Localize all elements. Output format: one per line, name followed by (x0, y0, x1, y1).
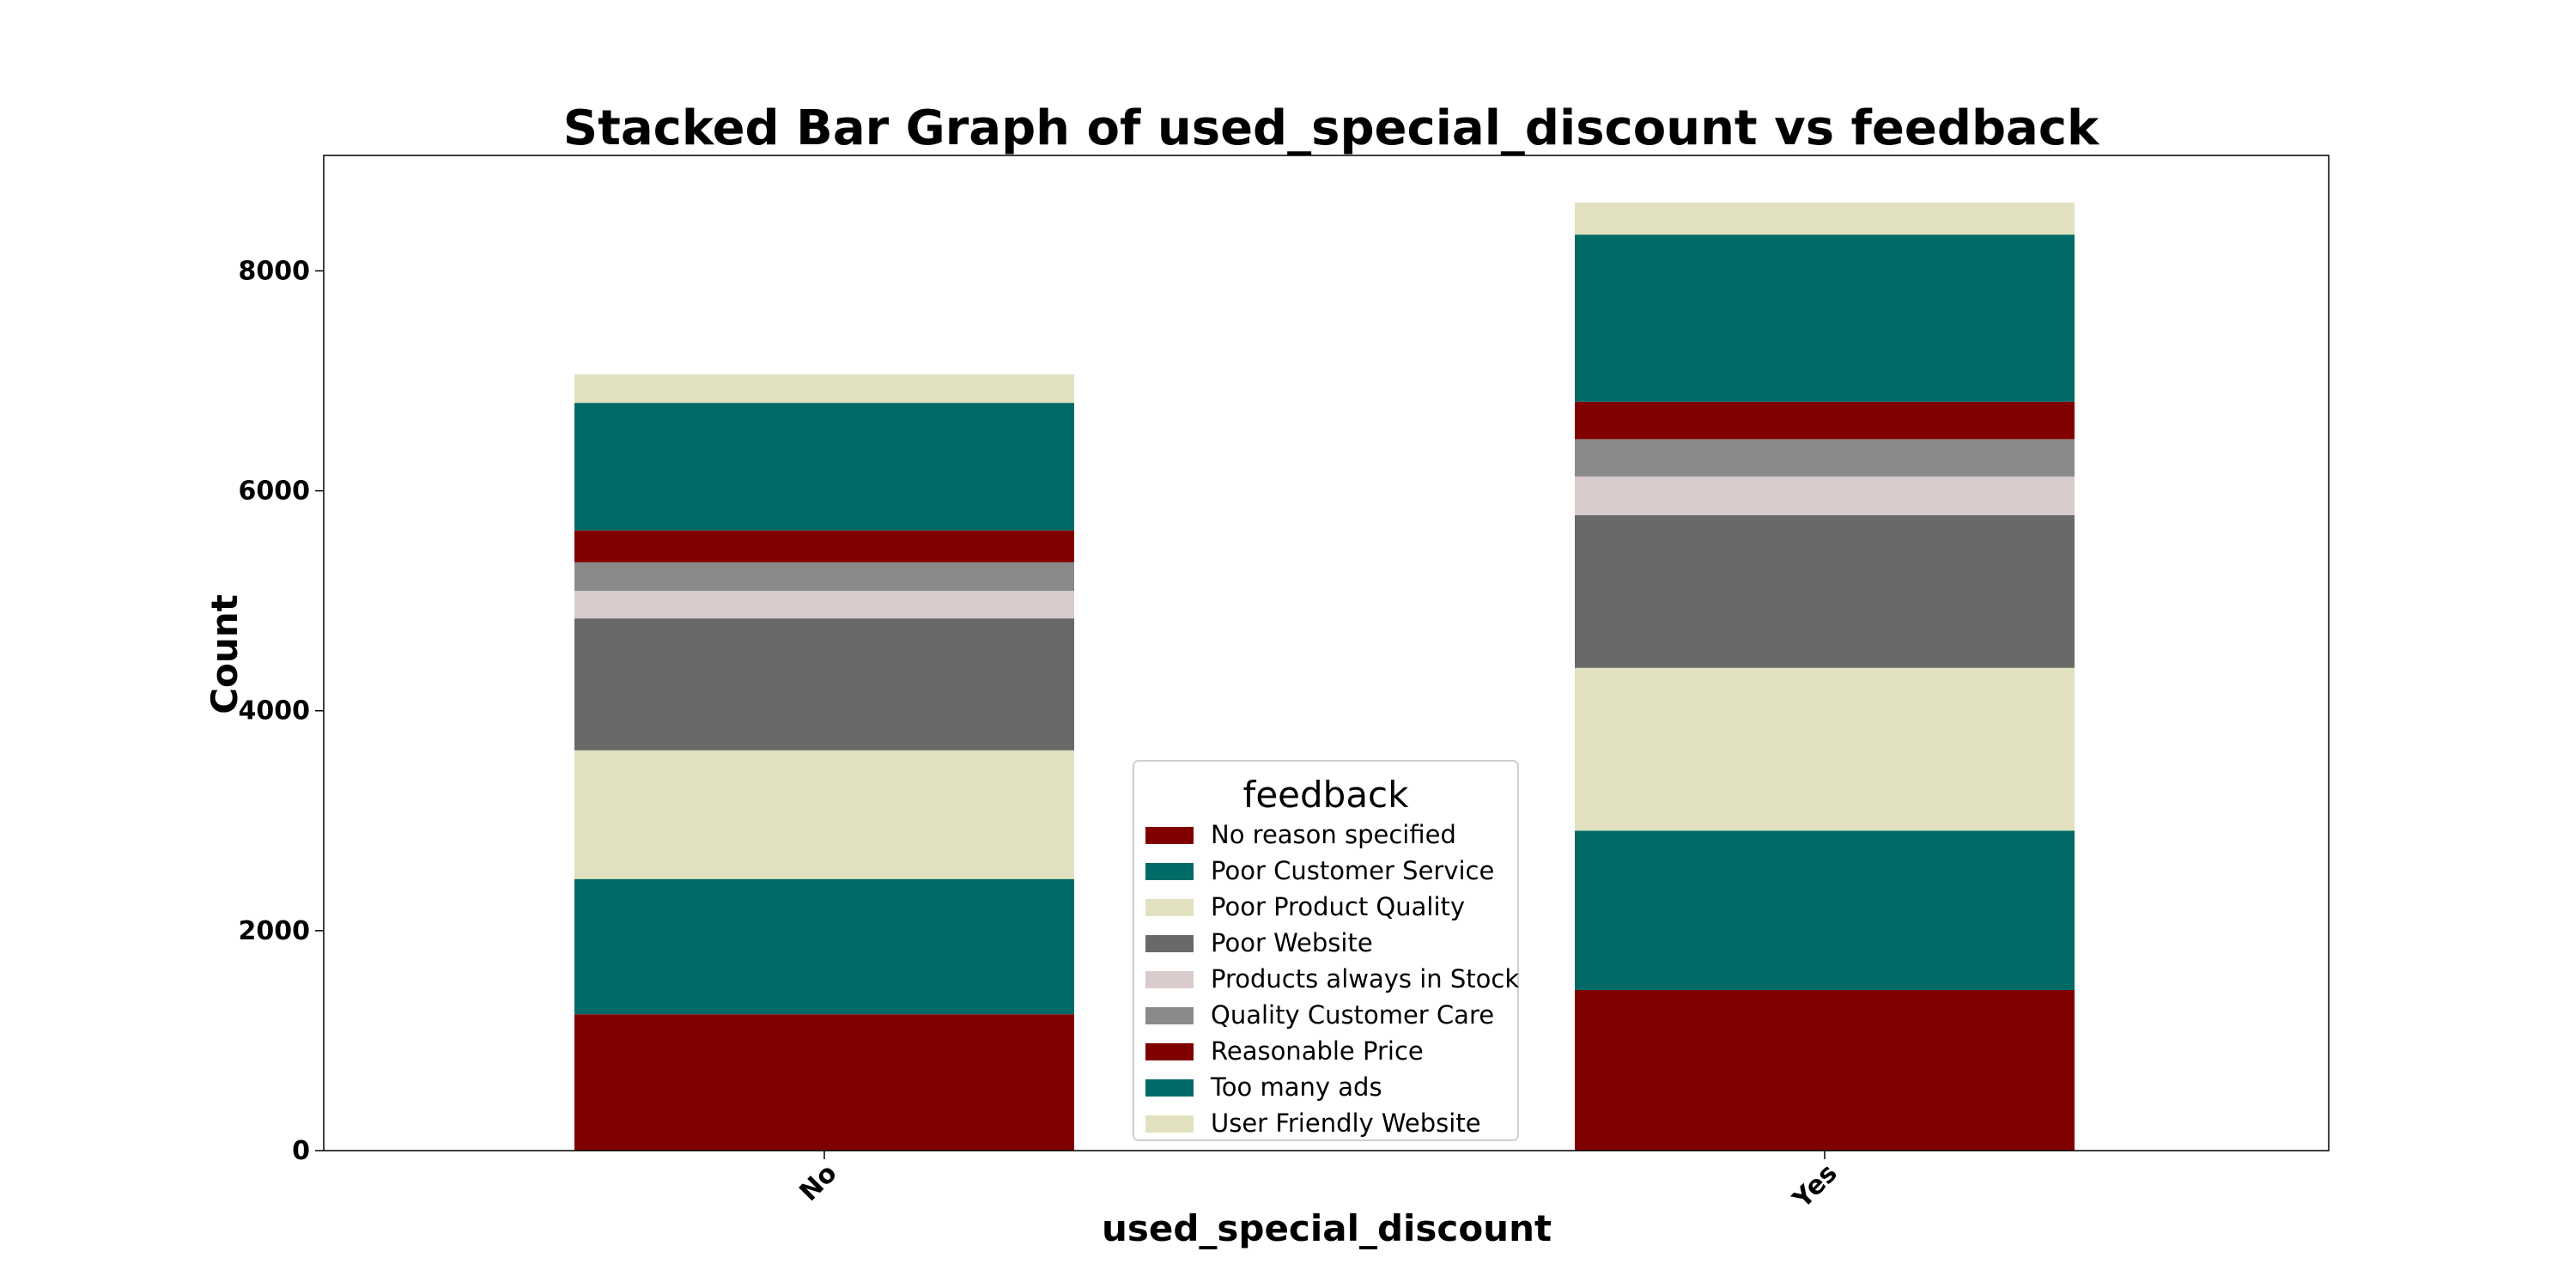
x-tick-label: No (794, 1158, 843, 1207)
legend-title: feedback (1243, 774, 1410, 816)
bar-segment-no-9 (574, 374, 1074, 404)
legend-swatch (1145, 935, 1194, 952)
bar-segment-yes-3 (1575, 667, 2075, 831)
bar-segment-yes-8 (1575, 234, 2075, 402)
legend-entry-label: Too many ads (1210, 1072, 1382, 1102)
legend-swatch (1145, 1043, 1194, 1060)
x-axis-label: used_special_discount (1102, 1207, 1552, 1249)
legend-entry-label: User Friendly Website (1211, 1109, 1481, 1138)
y-tick-label: 0 (292, 1136, 310, 1166)
bar-segment-no-4 (574, 618, 1074, 750)
legend-swatch (1145, 1007, 1194, 1024)
legend-entry-label: Poor Customer Service (1211, 856, 1494, 885)
legend-entry-label: No reason specified (1211, 820, 1456, 849)
plot-area-frame (323, 155, 2330, 1151)
x-tick-label: Yes (1787, 1158, 1844, 1215)
y-axis-label: Count (204, 594, 246, 714)
bar-segment-no-2 (574, 878, 1074, 1015)
y-tick-label: 4000 (239, 696, 311, 726)
legend-box (1133, 760, 1519, 1141)
legend-entry-label: Products always in Stock (1211, 964, 1519, 993)
bar-segment-no-5 (574, 591, 1074, 619)
bar-segment-no-1 (574, 1014, 1074, 1151)
legend: feedback No reason specified Poor Customer… (1133, 760, 1519, 1141)
bar-segment-yes-4 (1575, 514, 2075, 668)
bar-segment-no-3 (574, 750, 1074, 879)
x-axis: No Yes (794, 1151, 1844, 1215)
bar-segment-no-8 (574, 403, 1074, 531)
y-tick-label: 6000 (239, 477, 311, 507)
legend-swatch (1145, 863, 1194, 880)
legend-swatch (1145, 827, 1194, 844)
bar-segment-yes-1 (1575, 990, 2075, 1151)
legend-swatch (1145, 1115, 1194, 1133)
bar-segment-no-6 (574, 562, 1074, 592)
bars-layer (574, 203, 2075, 1151)
legend-entry-label: Reasonable Price (1211, 1036, 1424, 1066)
legend-swatch (1145, 1079, 1194, 1097)
y-tick-label: 2000 (239, 916, 311, 946)
chart-title: Stacked Bar Graph of used_special_discou… (563, 100, 2100, 156)
bar-segment-yes-7 (1575, 401, 2075, 440)
y-tick-label: 8000 (239, 256, 311, 286)
bar-segment-no-7 (574, 530, 1074, 562)
legend-swatch (1145, 971, 1194, 988)
legend-entry-label: Quality Customer Care (1211, 1000, 1494, 1030)
legend-swatch (1145, 899, 1194, 916)
legend-entry-label: Poor Product Quality (1211, 892, 1465, 921)
bar-segment-yes-6 (1575, 439, 2075, 477)
y-axis: 0 2000 4000 6000 8000 (239, 256, 324, 1166)
bar-segment-yes-2 (1575, 830, 2075, 991)
bar-segment-yes-5 (1575, 476, 2075, 515)
bar-segment-yes-9 (1575, 203, 2075, 235)
legend-entry-label: Poor Website (1211, 928, 1373, 957)
